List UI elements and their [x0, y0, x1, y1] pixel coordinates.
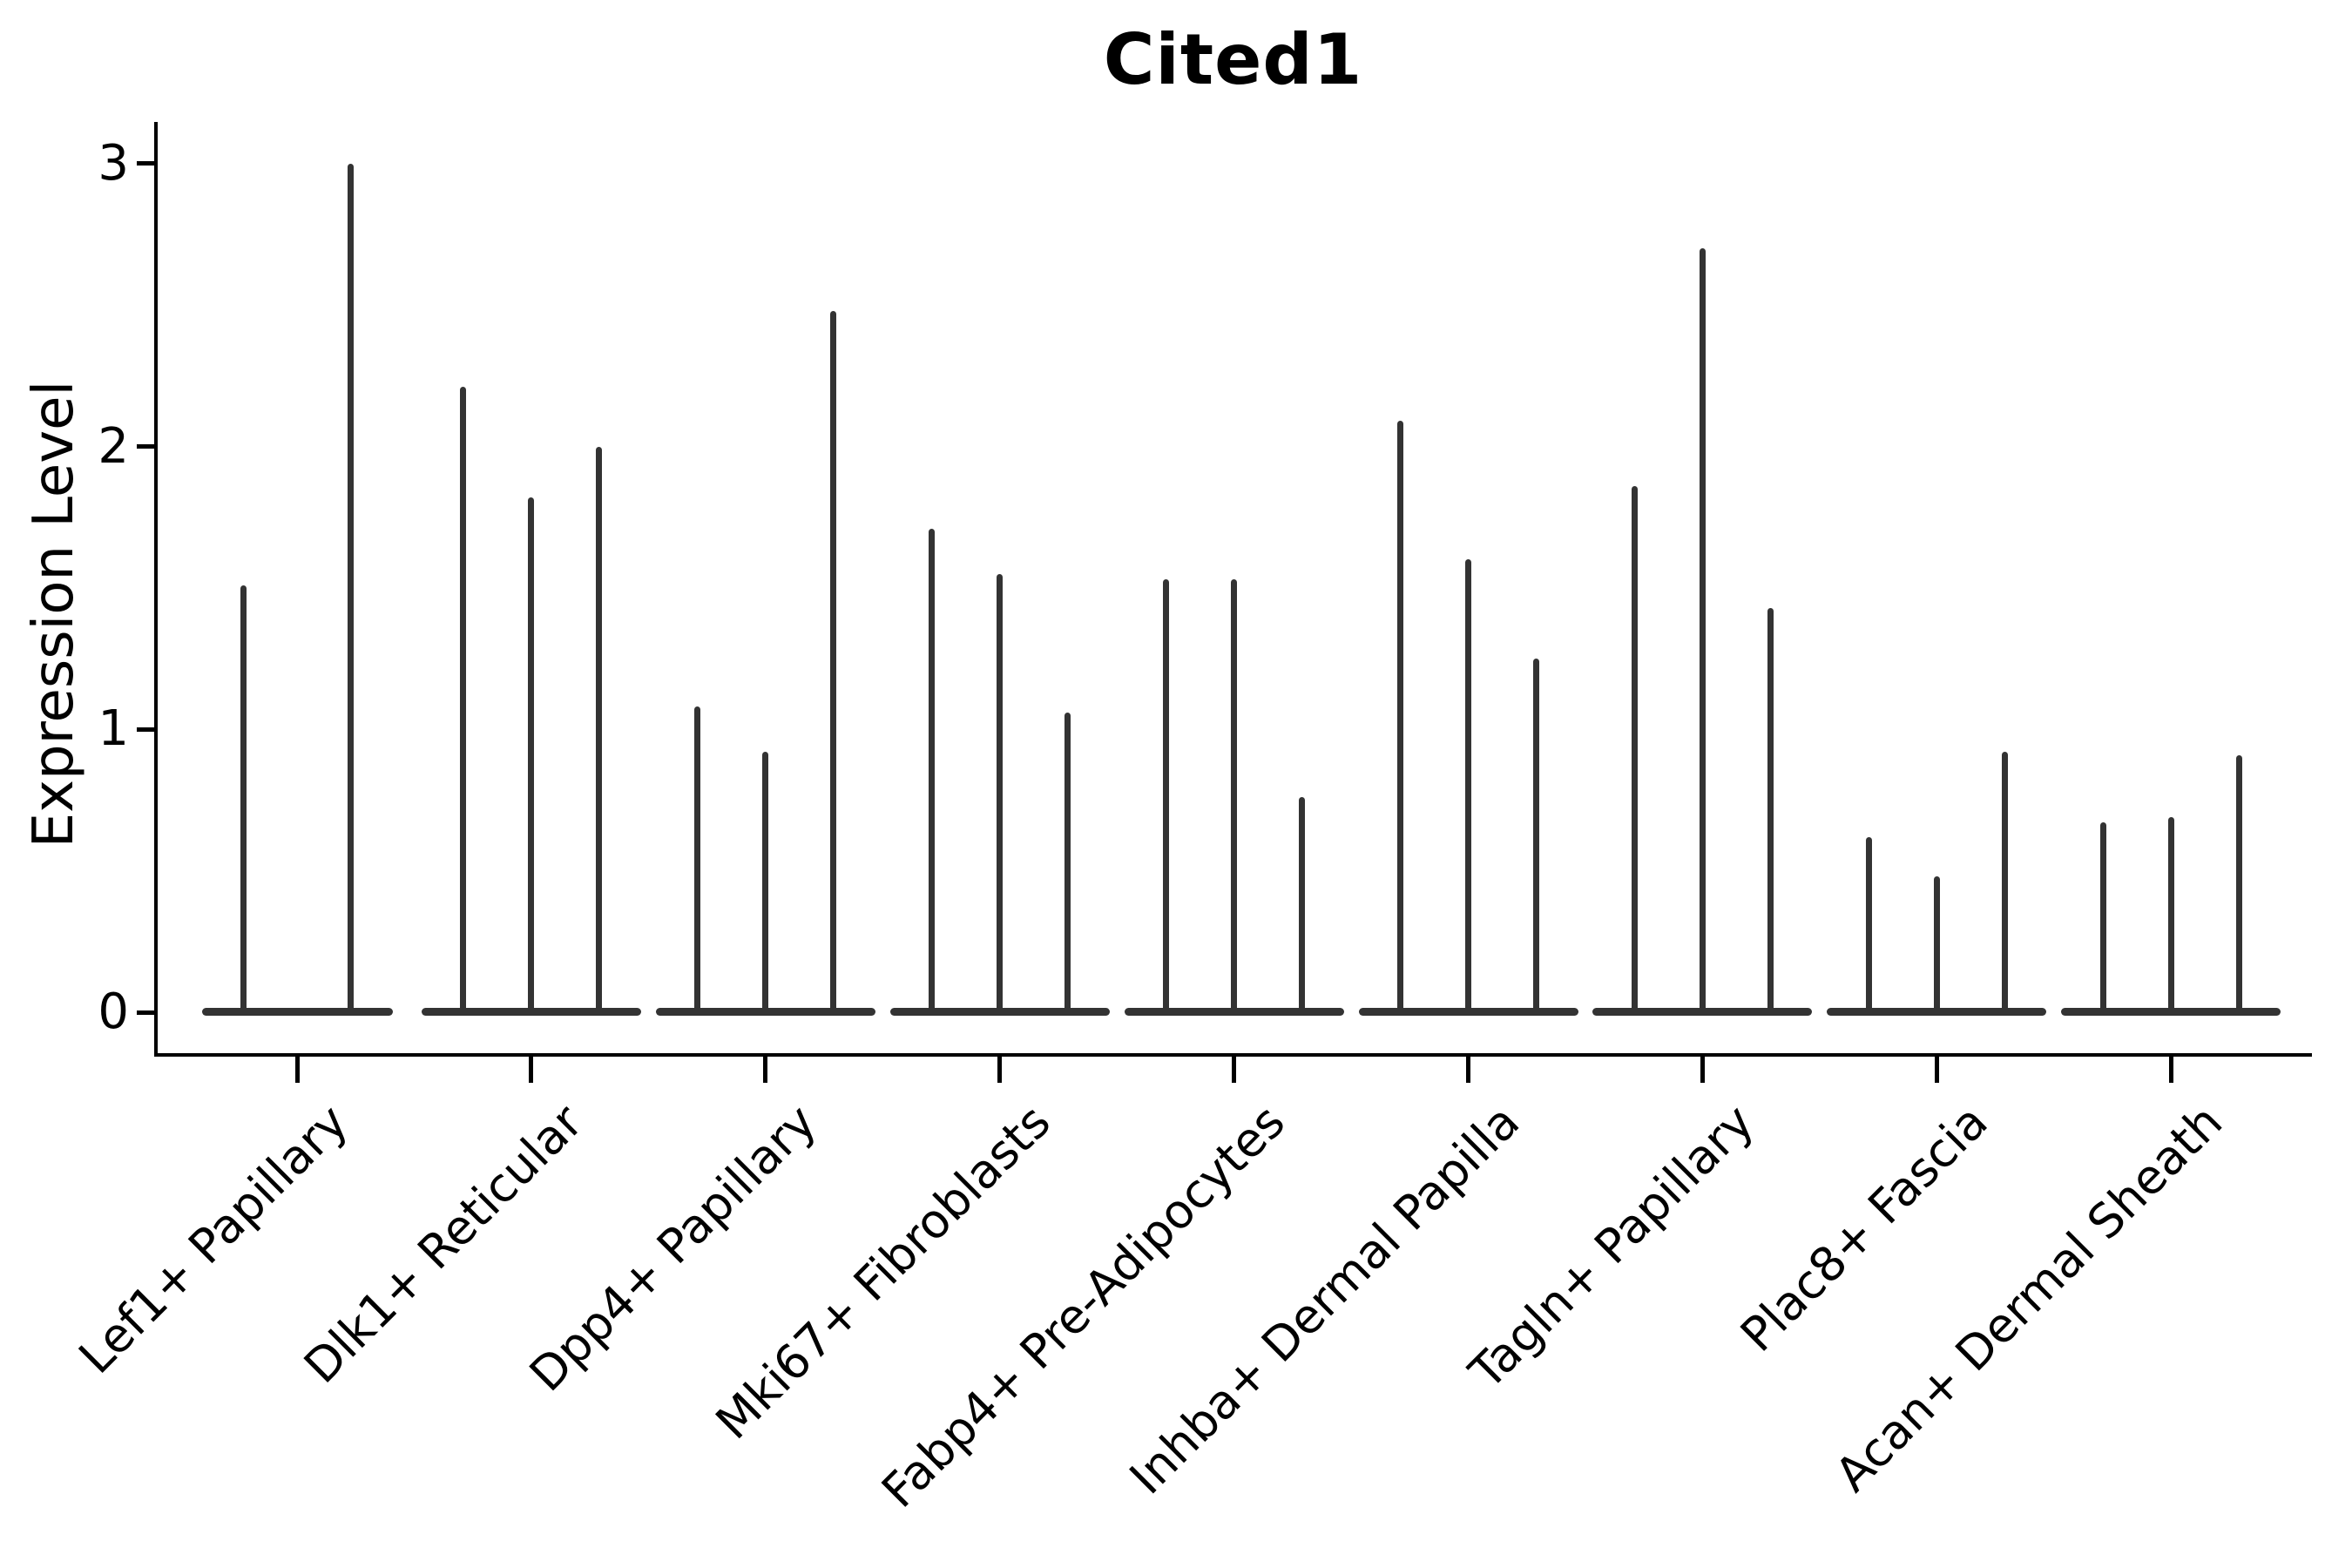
violin-needle	[1533, 659, 1539, 1014]
violin-needle	[528, 497, 535, 1014]
violin-needle	[1933, 876, 1940, 1014]
y-tick-mark	[137, 1010, 156, 1015]
x-tick-mark	[763, 1057, 768, 1083]
violin-needle	[1163, 579, 1170, 1014]
violin-needle	[762, 752, 769, 1014]
x-tick-mark	[1934, 1057, 1939, 1083]
violin-needle	[1465, 559, 1471, 1014]
violin-needle	[2235, 754, 2242, 1014]
x-tick-label: Plac8+ Fascia	[1730, 1094, 1998, 1362]
violin-needle	[2099, 822, 2106, 1014]
y-tick-mark	[137, 444, 156, 449]
violin-needle	[929, 528, 936, 1014]
violin-needle	[830, 310, 837, 1014]
violin-needle	[1397, 421, 1403, 1014]
violin-zero-density-base	[201, 1008, 393, 1016]
x-tick-mark	[294, 1057, 300, 1083]
x-tick-mark	[1466, 1057, 1470, 1083]
violin-needle	[596, 446, 603, 1014]
violin-needle	[240, 585, 247, 1014]
x-axis-spine	[154, 1053, 2312, 1057]
violin-needle	[2001, 752, 2008, 1014]
violin-needle	[1231, 579, 1238, 1014]
violin-needle	[348, 163, 354, 1014]
violin-needle	[1767, 607, 1774, 1014]
x-tick-mark	[529, 1057, 534, 1083]
x-tick-label: Inhba+ Dermal Papilla	[1119, 1094, 1531, 1505]
violin-needle	[1299, 797, 1306, 1014]
y-tick-label: 1	[98, 700, 129, 758]
violin-needle	[1064, 712, 1071, 1014]
y-tick-label: 2	[98, 417, 129, 475]
violin-needle	[2167, 816, 2174, 1014]
violin-needle	[1865, 836, 1872, 1014]
violin-needle	[460, 387, 467, 1014]
violin-needle	[1699, 248, 1706, 1014]
y-axis-spine	[154, 122, 158, 1057]
x-tick-mark	[997, 1057, 1003, 1083]
violin-needle	[997, 573, 1004, 1014]
x-tick-mark	[2168, 1057, 2173, 1083]
y-tick-label: 0	[98, 983, 129, 1040]
y-tick-mark	[137, 727, 156, 732]
violin-needle	[694, 706, 701, 1014]
y-tick-label: 3	[98, 134, 129, 192]
y-tick-mark	[137, 161, 156, 166]
violin-needle	[1631, 486, 1638, 1014]
x-tick-label: Acan+ Dermal Sheath	[1824, 1094, 2233, 1503]
x-tick-mark	[1700, 1057, 1705, 1083]
x-tick-mark	[1232, 1057, 1237, 1083]
x-tick-label: Fabp4+ Pre-Adipocytes	[871, 1094, 1296, 1518]
chart-title: Cited1	[1103, 19, 1363, 100]
